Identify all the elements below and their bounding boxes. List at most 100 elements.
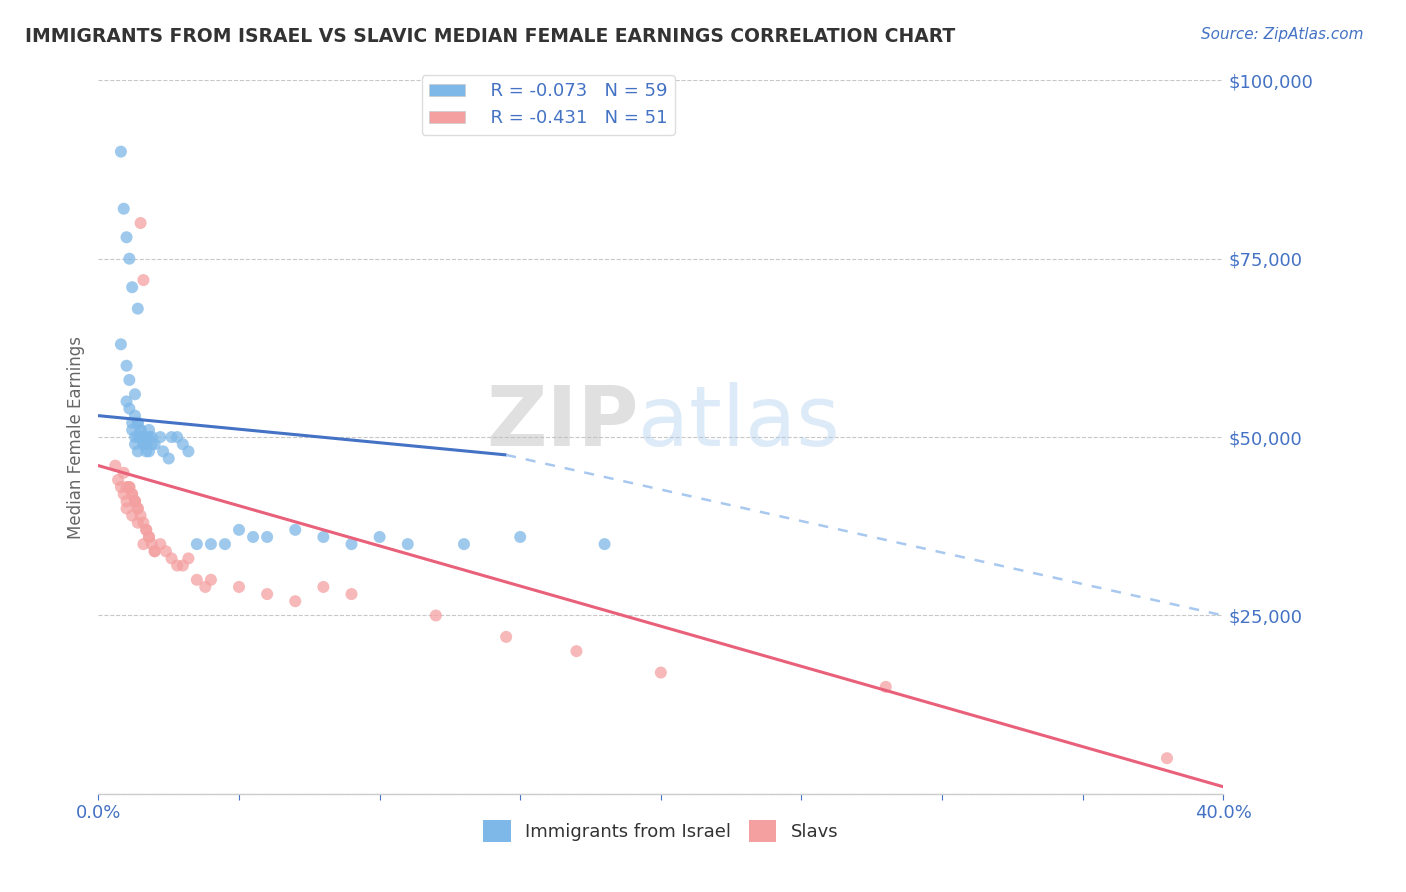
Point — [127, 516, 149, 530]
Point — [155, 544, 177, 558]
Point — [368, 530, 391, 544]
Point — [200, 537, 222, 551]
Point — [112, 487, 135, 501]
Point — [194, 580, 217, 594]
Point — [115, 230, 138, 244]
Point — [160, 551, 183, 566]
Point — [593, 537, 616, 551]
Point — [453, 537, 475, 551]
Point — [256, 530, 278, 544]
Point — [565, 644, 588, 658]
Point — [132, 430, 155, 444]
Point — [141, 430, 163, 444]
Point — [177, 444, 200, 458]
Point — [214, 537, 236, 551]
Point — [121, 487, 143, 501]
Point — [115, 501, 138, 516]
Point — [138, 530, 160, 544]
Point — [228, 523, 250, 537]
Text: IMMIGRANTS FROM ISRAEL VS SLAVIC MEDIAN FEMALE EARNINGS CORRELATION CHART: IMMIGRANTS FROM ISRAEL VS SLAVIC MEDIAN … — [25, 27, 956, 45]
Point — [186, 537, 208, 551]
Point — [138, 430, 160, 444]
Point — [127, 301, 149, 316]
Point — [143, 437, 166, 451]
Point — [135, 430, 157, 444]
Point — [135, 444, 157, 458]
Point — [143, 544, 166, 558]
Point — [124, 494, 146, 508]
Point — [121, 280, 143, 294]
Point — [124, 494, 146, 508]
Point — [509, 530, 531, 544]
Point — [172, 437, 194, 451]
Point — [138, 530, 160, 544]
Point — [495, 630, 517, 644]
Point — [118, 373, 141, 387]
Point — [138, 444, 160, 458]
Point — [177, 551, 200, 566]
Point — [242, 530, 264, 544]
Point — [135, 523, 157, 537]
Point — [149, 430, 172, 444]
Point — [127, 430, 149, 444]
Point — [121, 416, 143, 430]
Point — [124, 437, 146, 451]
Point — [132, 430, 155, 444]
Point — [132, 437, 155, 451]
Point — [135, 523, 157, 537]
Point — [129, 430, 152, 444]
Point — [157, 451, 180, 466]
Point — [129, 216, 152, 230]
Point — [340, 587, 363, 601]
Text: atlas: atlas — [638, 383, 839, 463]
Point — [121, 508, 143, 523]
Point — [284, 523, 307, 537]
Point — [129, 423, 152, 437]
Text: Source: ZipAtlas.com: Source: ZipAtlas.com — [1201, 27, 1364, 42]
Point — [127, 501, 149, 516]
Point — [132, 516, 155, 530]
Point — [121, 423, 143, 437]
Point — [141, 537, 163, 551]
Point — [121, 487, 143, 501]
Point — [650, 665, 672, 680]
Point — [124, 409, 146, 423]
Point — [152, 444, 174, 458]
Point — [129, 423, 152, 437]
Point — [115, 494, 138, 508]
Point — [1156, 751, 1178, 765]
Point — [124, 387, 146, 401]
Point — [115, 394, 138, 409]
Point — [110, 480, 132, 494]
Point — [312, 580, 335, 594]
Point — [127, 416, 149, 430]
Point — [186, 573, 208, 587]
Point — [127, 501, 149, 516]
Point — [425, 608, 447, 623]
Point — [200, 573, 222, 587]
Point — [124, 494, 146, 508]
Point — [118, 480, 141, 494]
Point — [160, 430, 183, 444]
Point — [312, 530, 335, 544]
Point — [172, 558, 194, 573]
Point — [127, 416, 149, 430]
Point — [166, 558, 188, 573]
Point — [107, 473, 129, 487]
Point — [127, 444, 149, 458]
Point — [115, 359, 138, 373]
Point — [396, 537, 419, 551]
Point — [149, 537, 172, 551]
Point — [110, 145, 132, 159]
Point — [141, 437, 163, 451]
Point — [112, 466, 135, 480]
Point — [256, 587, 278, 601]
Point — [104, 458, 127, 473]
Point — [340, 537, 363, 551]
Y-axis label: Median Female Earnings: Median Female Earnings — [66, 335, 84, 539]
Point — [115, 480, 138, 494]
Point — [132, 437, 155, 451]
Point — [129, 508, 152, 523]
Legend: Immigrants from Israel, Slavs: Immigrants from Israel, Slavs — [477, 813, 845, 849]
Point — [135, 437, 157, 451]
